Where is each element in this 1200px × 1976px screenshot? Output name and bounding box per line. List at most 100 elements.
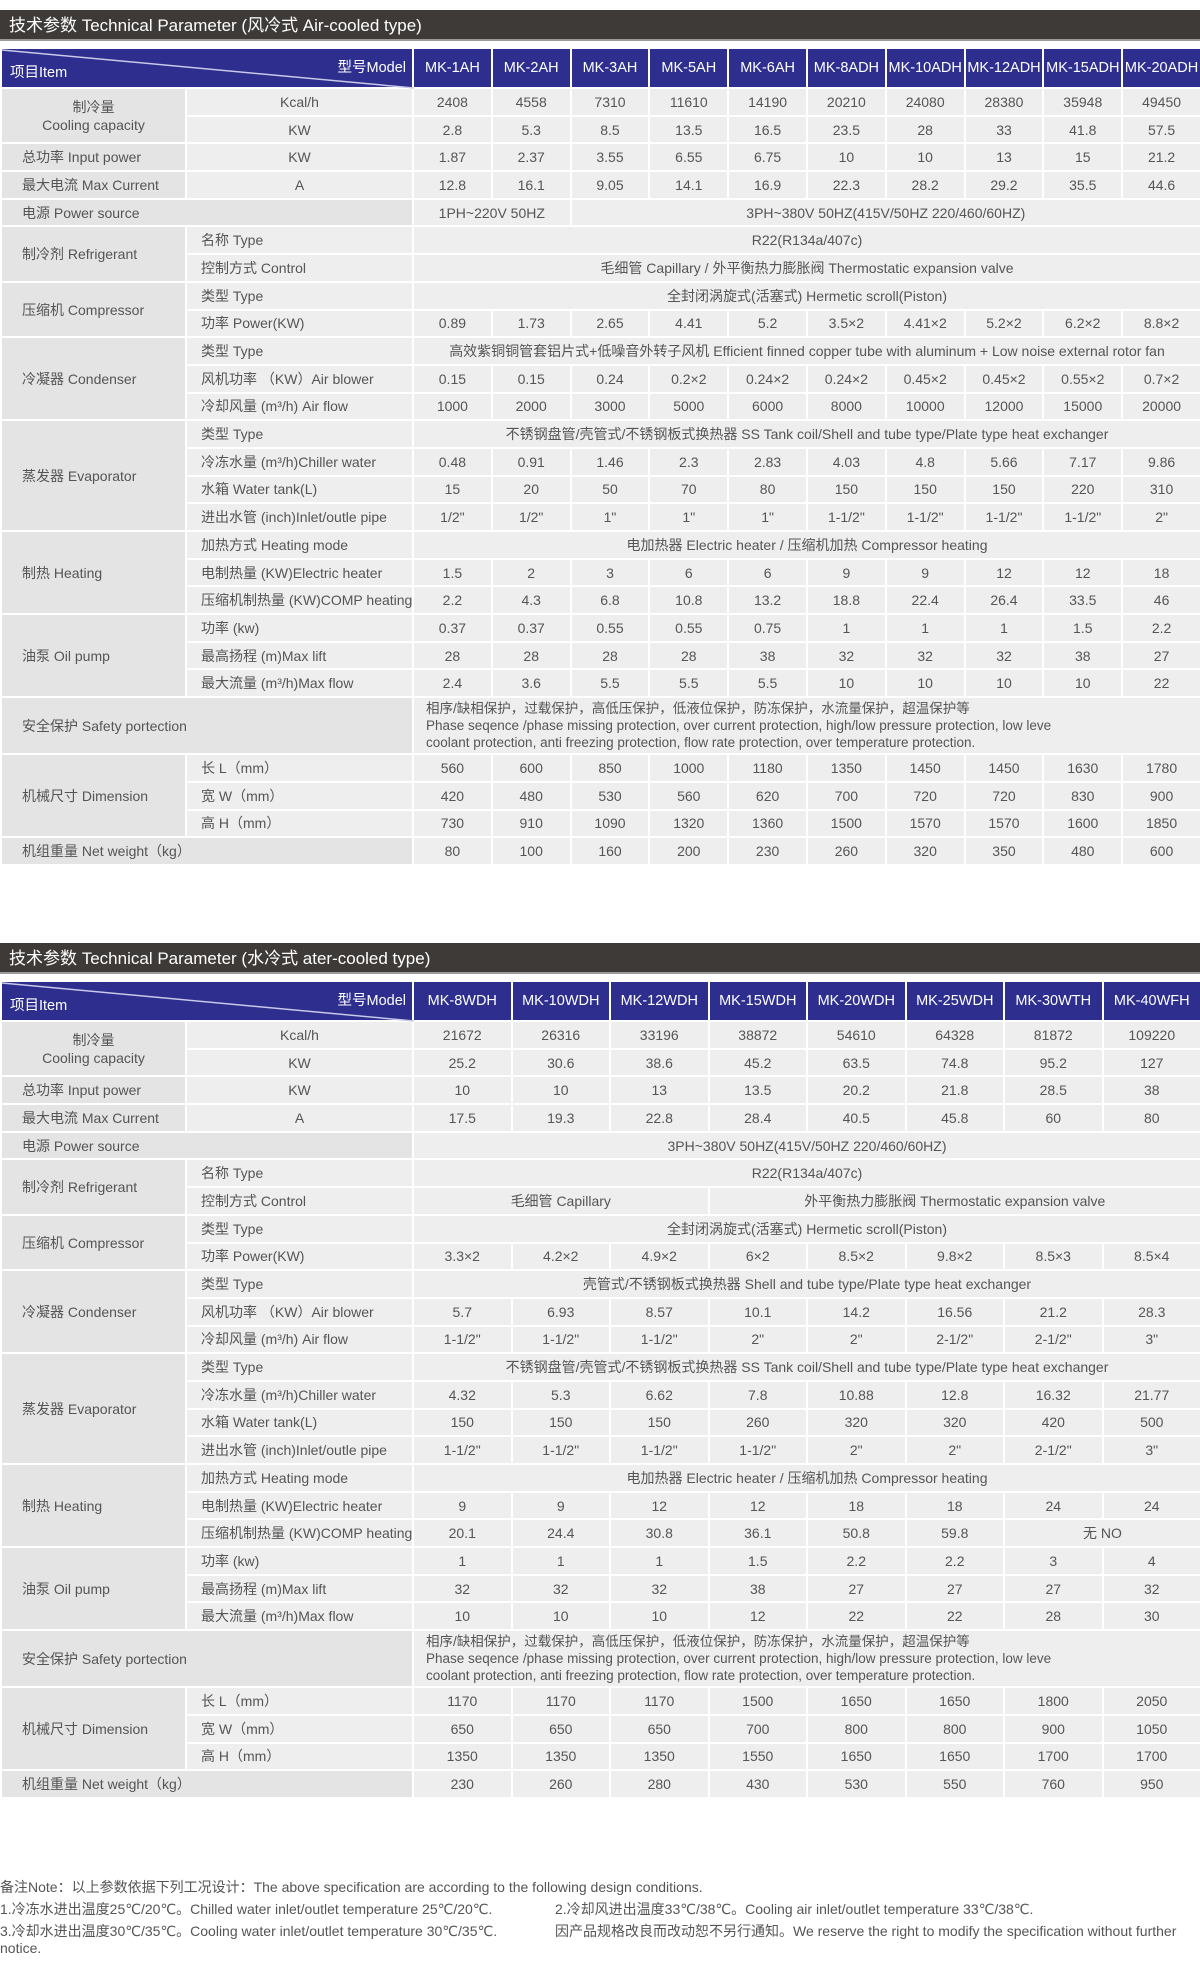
value-cell: 30 [1101,1601,1200,1632]
value-cell: 0.15 [490,363,572,394]
value-cell: 1350 [510,1741,611,1772]
value-cell: 2.83 [727,446,808,477]
group-label: 蒸发器 Evaporator [0,1352,187,1465]
value-cell: 12 [1042,557,1124,588]
value-cell: 1-1/2" [510,1435,611,1465]
model-column-header: MK-1AH [412,49,493,89]
row-sublabel: 类型 Type [185,336,414,366]
table-row: 进出水管 (inch)Inlet/outle pipe 1-1/2" 1-1/2" 1… [1,1435,1200,1465]
value-cell: 0.89 [412,308,493,339]
value-cell: 5.7 [412,1296,513,1327]
table-row: 电制热量 (KW)Electric heater 1.5 2 3 6 6 9 9 12 12 18 [1,557,1200,588]
value-cell: 27 [1121,640,1200,671]
value-cell: 1630 [1042,753,1124,783]
value-cell: 0.55 [648,613,730,643]
value-cell: 260 [510,1769,611,1799]
value-cell: 7.17 [1042,446,1124,477]
table-row: KW 25.2 30.6 38.6 45.2 63.5 74.8 95.2 127 [1,1047,1200,1078]
merged-value-cell: 不锈钢盘管/壳管式/不锈钢板式换热器 SS Tank coil/Shell an… [412,1352,1200,1382]
value-cell: 650 [609,1713,710,1744]
row-sublabel: A [185,1103,414,1133]
row-sublabel: Kcal/h [185,1020,414,1050]
header-row: 项目Item 型号Model MK-8WDH MK-10WDH MK-12WDH MK-1… [0,982,1200,1022]
value-cell: 26316 [510,1020,611,1050]
row-sublabel: 最大流量 (m³/h)Max flow [185,668,414,699]
value-cell: 1-1/2" [1042,502,1124,532]
group-label: 机组重量 Net weight（kg） [0,1769,414,1799]
value-cell: 2" [707,1324,808,1355]
value-cell: 1.5 [412,557,493,588]
value-cell: 1350 [412,1741,513,1772]
row-sublabel: 功率 Power(KW) [185,1241,414,1272]
value-cell: 5.5 [569,668,651,699]
value-cell: 10 [510,1601,611,1632]
value-cell: 46 [1121,585,1200,616]
value-cell: 12.8 [904,1379,1005,1410]
value-cell: 8.5×3 [1003,1241,1104,1272]
value-cell: 28 [1003,1601,1104,1632]
header-model-label: 型号Model [337,60,407,76]
table-row: 电制热量 (KW)Electric heater 9 9 12 12 18 18 24 24 [1,1490,1200,1521]
group-label: 制冷剂 Refrigerant [0,1158,187,1216]
value-cell: 10 [884,142,966,173]
value-cell: 64328 [904,1020,1005,1050]
group-label: 油泵 Oil pump [0,1546,187,1632]
value-cell: 0.24×2 [727,363,808,394]
value-cell: 1 [963,613,1045,643]
value-cell: 45.2 [707,1047,808,1078]
value-cell: 33.5 [1042,585,1124,616]
value-cell: 230 [727,836,808,866]
model-column-header: MK-10WDH [510,982,611,1022]
value-cell: 1050 [1101,1713,1200,1744]
value-cell: 1500 [707,1686,808,1716]
table-row: 制冷剂 Refrigerant 名称 Type R22(R134a/407c) [0,1158,1200,1216]
row-sublabel: Kcal/h [185,87,414,117]
value-cell: 3.6 [490,668,572,699]
value-cell: 81872 [1003,1020,1104,1050]
value-cell: 9 [510,1490,611,1521]
value-cell: 1.5 [707,1546,808,1576]
value-cell: 1-1/2" [963,502,1045,532]
safety-line: 相序/缺相保护，过载保护，高低压保护，低液位保护，防冻保护，水流量保护，超温保护… [426,701,970,717]
value-cell: 22 [806,1601,907,1632]
value-cell: 16.9 [727,170,808,200]
value-cell: 320 [884,836,966,866]
value-cell: 80 [727,474,808,505]
value-cell: 10 [963,668,1045,699]
value-cell: 1570 [884,808,966,839]
value-cell: 2.8 [412,114,493,145]
value-cell: 1.87 [412,142,493,173]
value-cell: 50 [569,474,651,505]
value-cell: 8.5×2 [806,1241,907,1272]
value-cell: 4.41 [648,308,730,339]
value-cell: 2.4 [412,668,493,699]
table-row: 制冷量 Cooling capacity Kcal/h 2408 4558 7310 116… [0,86,1200,145]
value-cell: 22 [904,1601,1005,1632]
table-row: 油泵 Oil pump 功率 (kw) 1 1 1 1.5 2.2 2.2 3 4 [0,1546,1200,1632]
value-cell: 1 [805,613,887,643]
value-cell: 720 [963,780,1045,811]
value-cell: 4.03 [805,446,887,477]
table-row: 安全保护 Safety portection 相序/缺相保护，过载保护，高低压保护… [0,696,1200,756]
table-row: 水箱 Water tank(L) 150 150 150 260 320 320 420 500 [1,1407,1200,1438]
value-cell: 8.5×4 [1101,1241,1200,1272]
value-cell: 310 [1121,474,1200,505]
table-row: 水箱 Water tank(L) 15 20 50 70 80 150 150 150 220 31… [1,474,1200,505]
value-cell: 530 [806,1769,907,1799]
value-cell: 420 [412,780,493,811]
value-cell: 10 [412,1075,513,1106]
table-row: KW 2.8 5.3 8.5 13.5 16.5 23.5 28 33 41.8 57.5 [1,114,1200,145]
value-cell: 27 [1003,1573,1104,1604]
value-cell: 33196 [609,1020,710,1050]
value-cell: 70 [648,474,730,505]
safety-protection-text: 相序/缺相保护，过载保护，高低压保护，低液位保护，防冻保护，水流量保护，超温保护… [412,1629,1200,1689]
value-cell: 7.8 [707,1379,808,1410]
value-cell: 12 [963,557,1045,588]
value-cell: 38.6 [609,1047,710,1078]
row-sublabel: 控制方式 Control [185,253,414,283]
value-cell: 21.77 [1101,1379,1200,1410]
value-cell: 38 [707,1573,808,1604]
value-cell: 21.2 [1121,142,1200,173]
value-cell: 10.88 [806,1379,907,1410]
value-cell: 220 [1042,474,1124,505]
